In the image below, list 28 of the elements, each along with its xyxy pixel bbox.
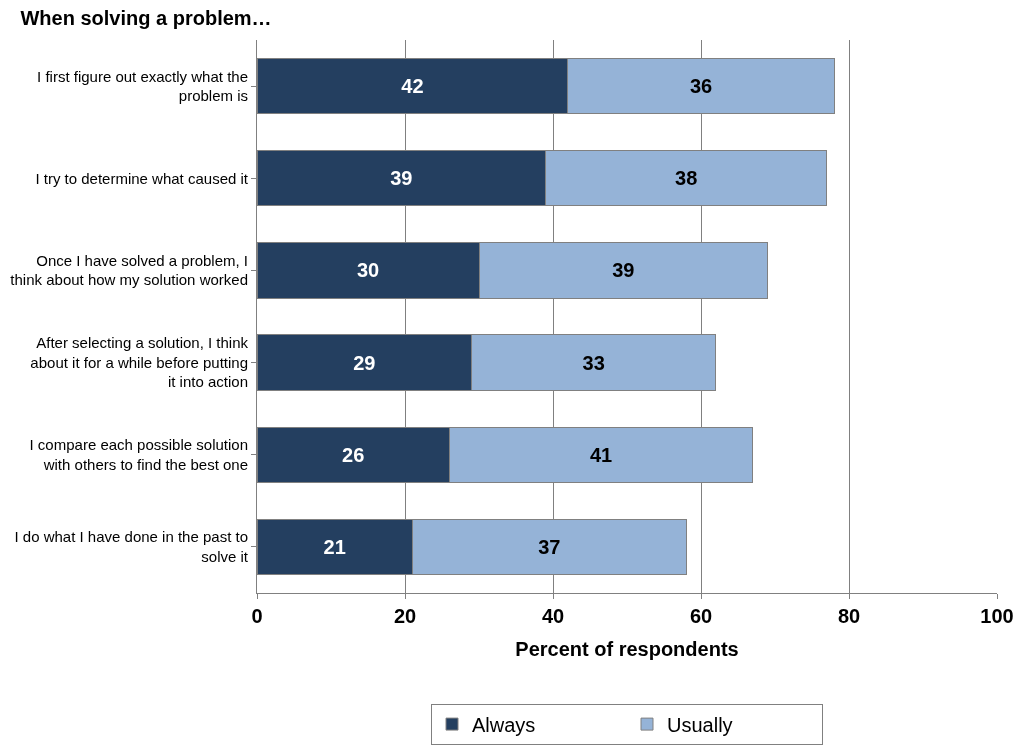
x-tick-label: 80	[837, 605, 861, 627]
data-label: 33	[582, 351, 605, 374]
data-label: 29	[353, 351, 376, 374]
y-tick-label: Once I have solved a problem, I think about how my solution worked	[10, 251, 248, 289]
x-tick-label: 0	[251, 605, 263, 627]
data-label: 39	[612, 259, 635, 282]
y-tick-label: I try to determine what caused it	[35, 169, 249, 187]
x-tick-label: 60	[689, 605, 713, 627]
y-tick-label: I do what I have done in the past to solve it	[14, 528, 249, 565]
data-label: 37	[538, 535, 561, 558]
data-label: 39	[390, 167, 413, 190]
data-label: 38	[675, 167, 698, 190]
chart-title: When solving a problem…	[20, 7, 272, 30]
data-label: 36	[689, 75, 713, 98]
data-label: 30	[356, 259, 380, 282]
y-tick-label: I first figure out exactly what the problem is	[37, 67, 248, 105]
x-tick-label: 20	[393, 605, 417, 627]
data-label: 26	[342, 443, 365, 466]
data-label: 41	[589, 443, 613, 466]
legend-label: Always	[472, 713, 536, 736]
x-tick-label: 40	[541, 605, 565, 627]
data-label: 21	[323, 535, 346, 558]
data-label: 42	[401, 75, 424, 98]
y-tick-label: After selecting a solution, I think about it for a while before putting it into action	[30, 334, 249, 391]
legend-label: Usually	[667, 713, 733, 736]
x-axis-title: Percent of respondents	[515, 637, 739, 660]
y-tick-label: I compare each possible solution with others to find the best one	[29, 436, 248, 473]
x-tick-label: 100	[980, 605, 1014, 627]
